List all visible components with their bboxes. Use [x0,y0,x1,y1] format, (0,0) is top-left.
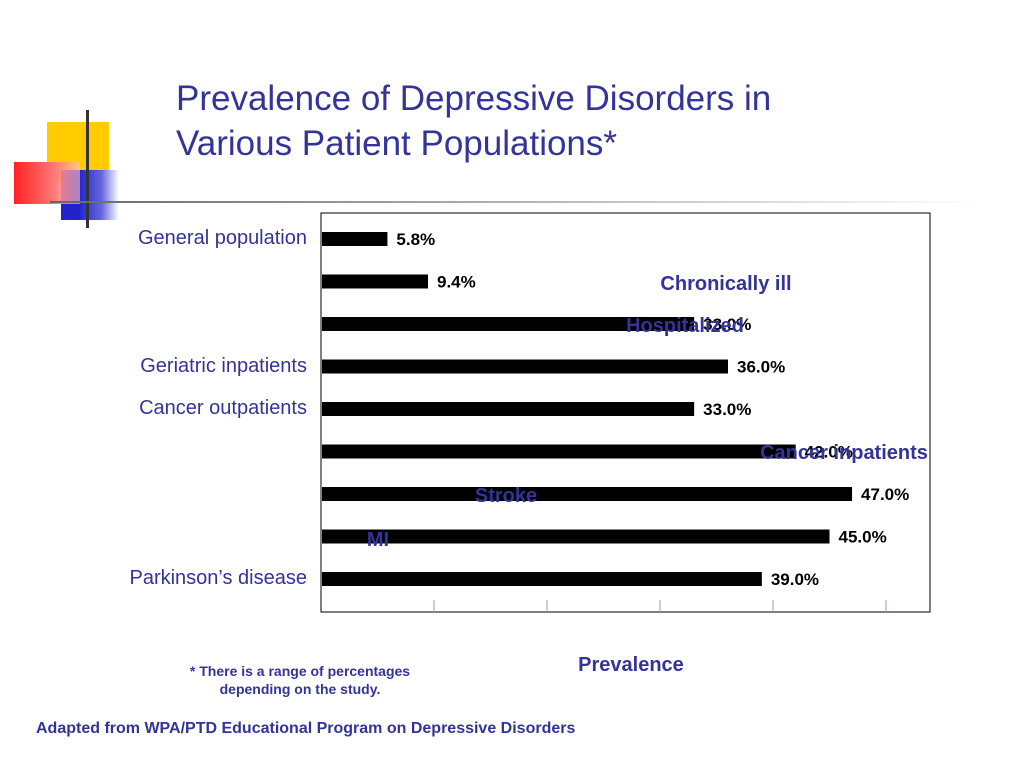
slide-title-line-2: Various Patient Populations* [176,124,618,163]
category-label: Chronically ill [660,273,791,295]
slide-title-line-1: Prevalence of Depressive Disorders in [176,79,772,118]
category-label: MI [367,529,389,551]
bar-value-label: 42.0% [805,443,853,462]
category-label: Stroke [475,485,537,507]
bar [322,487,853,501]
bar [322,444,796,459]
category-label: General population [137,227,307,249]
bar [322,572,762,586]
slide-title: Prevalence of Depressive Disorders in Va… [176,76,976,166]
bar-value-label: 33.0% [703,400,751,419]
footnote-line-2: depending on the study. [219,681,381,697]
bar-value-label: 36.0% [737,358,785,377]
footnote-line-1: * There is a range of percentages [189,663,411,679]
bar-value-label: 47.0% [861,485,909,504]
footnote: * There is a range of percentages depend… [150,662,450,698]
decor-vertical-line [86,110,89,228]
bar-value-label: 33.0% [703,315,751,334]
bar-value-label: 9.4% [437,273,476,292]
decor-red-square [14,162,80,204]
bar [322,529,830,544]
category-label: Cancer inpatients [760,442,928,464]
bar-value-label: 5.8% [396,230,435,249]
plot-frame [320,212,931,613]
bar-value-label: 45.0% [839,528,887,547]
bar [322,359,728,374]
bar [322,317,695,331]
x-axis-label: Prevalence [578,654,684,676]
category-label: Parkinson’s disease [129,567,307,589]
category-label: Hospitalized [626,315,744,337]
bar-value-label: 39.0% [771,570,819,589]
bar [322,274,429,289]
source-credit: Adapted from WPA/PTD Educational Program… [36,720,576,737]
bar [322,232,388,246]
bar [322,402,695,416]
category-label: Cancer outpatients [139,397,307,419]
title-divider [50,201,980,203]
category-label: Geriatric inpatients [140,354,307,377]
